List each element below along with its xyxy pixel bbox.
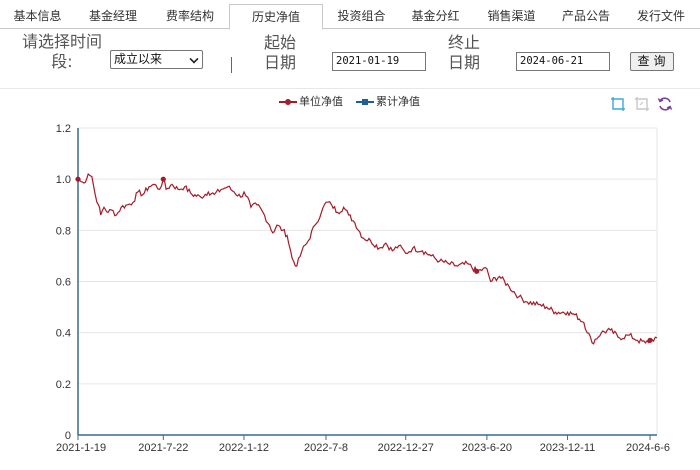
- chevron-down-icon: [189, 54, 199, 64]
- period-select[interactable]: 成立以来: [110, 50, 203, 69]
- x-tick-label: 2022-7-8: [304, 442, 348, 454]
- query-button[interactable]: 查询: [630, 52, 674, 71]
- legend-marker-cum: [356, 97, 374, 107]
- y-tick-label: 0.6: [56, 277, 71, 289]
- zoom-reset-icon[interactable]: [634, 96, 650, 112]
- tab-7[interactable]: 产品公告: [561, 9, 610, 23]
- legend-label-cum: 累计净值: [376, 95, 420, 108]
- period-label: 请选择时间段:: [21, 32, 102, 71]
- series-line-unit-nav: [77, 172, 658, 345]
- tab-8[interactable]: 发行文件: [636, 9, 685, 23]
- x-tick-label: 2021-1-19: [56, 442, 106, 454]
- data-point-marker: [75, 176, 81, 182]
- legend-label-unit: 单位净值: [299, 95, 343, 108]
- x-tick-label: 2022-12-27: [378, 442, 434, 454]
- y-tick-label: 0.8: [56, 225, 71, 237]
- y-tick-label: 1.0: [56, 174, 71, 186]
- tab-5[interactable]: 基金分红: [411, 9, 460, 23]
- y-tick-label: 0: [65, 430, 71, 442]
- tab-1[interactable]: 基金经理: [88, 9, 137, 23]
- legend-cum-nav[interactable]: 累计净值: [356, 95, 420, 109]
- x-tick-label: 2022-1-12: [219, 442, 269, 454]
- tab-0[interactable]: 基本信息: [13, 9, 62, 23]
- start-date-label: 起始日期: [263, 33, 296, 72]
- tab-bar: 基本信息 基金经理 费率结构 历史净值 投资组合 基金分红 销售渠道 产品公告 发行文件: [0, 0, 700, 30]
- y-tick-label: 1.2: [56, 123, 71, 135]
- y-tick-label: 0.4: [56, 328, 71, 340]
- tab-2[interactable]: 费率结构: [165, 9, 214, 23]
- start-date-input[interactable]: 2021-01-19: [332, 52, 426, 71]
- x-tick-label: 2024-6-6: [626, 442, 670, 454]
- tab-6[interactable]: 销售渠道: [487, 9, 536, 23]
- legend-marker-unit: [279, 97, 297, 107]
- tab-3[interactable]: 历史净值: [229, 4, 323, 30]
- end-date-label: 终止日期: [447, 33, 480, 72]
- data-point-marker: [474, 268, 480, 274]
- filter-bar: 请选择时间段: 成立以来 起始日期 2021-01-19 终止日期 2024-0…: [0, 29, 700, 89]
- data-point-marker: [647, 337, 653, 343]
- x-tick-label: 2023-6-20: [462, 442, 512, 454]
- zoom-select-icon[interactable]: [610, 96, 626, 112]
- divider: [231, 57, 232, 73]
- x-tick-label: 2021-7-22: [138, 442, 188, 454]
- x-tick-label: 2023-12-11: [540, 442, 595, 454]
- refresh-icon[interactable]: [657, 96, 673, 112]
- tab-4[interactable]: 投资组合: [337, 9, 386, 23]
- period-select-value: 成立以来: [114, 52, 163, 66]
- y-tick-label: 0.2: [56, 379, 71, 391]
- data-point-marker: [160, 176, 166, 182]
- nav-chart: 0 0.2 0.4 0.6 0.8 1.0 1.2 2021-1-19 2021-7-22 202…: [56, 123, 670, 454]
- end-date-input[interactable]: 2024-06-21: [516, 52, 610, 71]
- legend-unit-nav[interactable]: 单位净值: [279, 95, 343, 109]
